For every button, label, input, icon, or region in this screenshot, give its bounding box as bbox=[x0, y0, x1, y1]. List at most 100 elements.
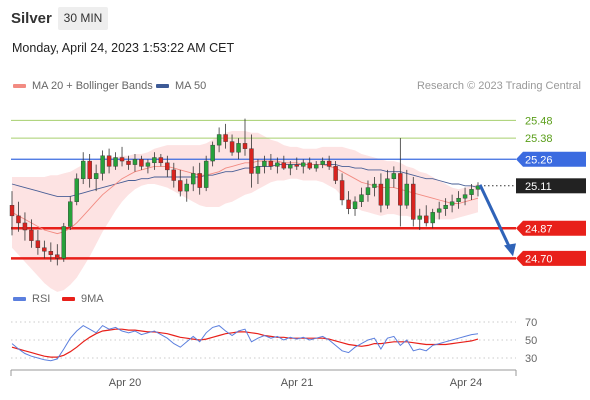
chart-datetime: Monday, April 24, 2023 1:53:22 AM CET bbox=[12, 41, 235, 55]
candle-body-24 bbox=[165, 162, 170, 171]
rsi-swatch bbox=[13, 297, 26, 301]
legend-ma50: MA 50 bbox=[156, 80, 206, 92]
timeframe-badge[interactable]: 30 MIN bbox=[58, 7, 108, 30]
candle-body-3 bbox=[29, 229, 34, 241]
candle-body-38 bbox=[255, 166, 261, 174]
candle-body-45 bbox=[301, 162, 306, 167]
candle-body-47 bbox=[313, 164, 319, 169]
candle-body-37 bbox=[249, 148, 254, 174]
candle-body-23 bbox=[158, 157, 164, 164]
candle-body-36 bbox=[242, 143, 248, 149]
candle-body-15 bbox=[106, 155, 112, 167]
x-tick-label-2: Apr 24 bbox=[450, 377, 482, 389]
candle-body-48 bbox=[320, 160, 325, 165]
candle-body-11 bbox=[80, 160, 86, 179]
candle-body-7 bbox=[55, 254, 60, 259]
candle-body-17 bbox=[119, 157, 125, 162]
candle-body-20 bbox=[139, 159, 144, 167]
candle-body-49 bbox=[326, 160, 332, 167]
candle-body-32 bbox=[216, 134, 222, 146]
candle-body-68 bbox=[449, 201, 455, 206]
candle-body-41 bbox=[275, 162, 280, 167]
candle-body-64 bbox=[424, 215, 429, 224]
candle-body-6 bbox=[48, 251, 54, 255]
ma9-swatch bbox=[62, 297, 75, 301]
candle-body-50 bbox=[333, 166, 338, 181]
candle-body-46 bbox=[307, 162, 312, 169]
candle-body-39 bbox=[262, 160, 267, 167]
candle-body-12 bbox=[87, 160, 92, 179]
candle-body-42 bbox=[281, 162, 287, 169]
legend-rsi-label: RSI bbox=[32, 293, 51, 305]
candle-body-44 bbox=[294, 164, 299, 167]
candle-body-62 bbox=[411, 183, 416, 220]
forecast-arrow-line bbox=[478, 184, 512, 249]
rsi-tick-label-0: 70 bbox=[525, 317, 537, 329]
level-label-1: 25.38 bbox=[525, 133, 553, 145]
candle-body-55 bbox=[365, 187, 371, 195]
instrument-title: Silver bbox=[11, 10, 52, 27]
candle-body-65 bbox=[430, 212, 435, 224]
legend-ma9-label: 9MA bbox=[81, 293, 104, 305]
forecast-arrow-head bbox=[504, 243, 516, 257]
candle-body-56 bbox=[372, 183, 377, 188]
candle-body-43 bbox=[288, 164, 293, 169]
candle-body-18 bbox=[126, 160, 131, 165]
candle-body-29 bbox=[197, 173, 202, 188]
candle-body-9 bbox=[68, 201, 73, 227]
rsi-line bbox=[11, 324, 479, 362]
level-tag-4 bbox=[516, 220, 586, 236]
candle-body-26 bbox=[178, 180, 183, 192]
candle-body-1 bbox=[16, 215, 21, 224]
level-tag-2 bbox=[516, 151, 586, 167]
candle-body-34 bbox=[229, 141, 235, 153]
candle-body-35 bbox=[236, 143, 241, 153]
level-label-5: 24.70 bbox=[525, 253, 553, 265]
candle-body-21 bbox=[145, 162, 151, 167]
ma50-swatch bbox=[156, 84, 169, 88]
candle-body-57 bbox=[378, 183, 384, 206]
candle-body-31 bbox=[210, 144, 215, 162]
candle-body-61 bbox=[404, 183, 410, 206]
candle-body-28 bbox=[191, 173, 196, 185]
candle-body-60 bbox=[398, 173, 403, 206]
candle-body-51 bbox=[339, 180, 345, 201]
level-label-2: 25.26 bbox=[525, 154, 553, 166]
candle-body-22 bbox=[152, 157, 157, 164]
x-tick-label-1: Apr 21 bbox=[281, 377, 313, 389]
level-label-0: 25.48 bbox=[525, 115, 553, 127]
candle-body-63 bbox=[417, 215, 422, 220]
candle-body-10 bbox=[74, 178, 79, 202]
last-price-tag bbox=[516, 178, 586, 194]
legend-ma20-label: MA 20 + Bollinger Bands bbox=[32, 80, 153, 92]
candle-body-30 bbox=[203, 160, 209, 188]
attribution: Research © 2023 Trading Central bbox=[416, 80, 581, 92]
legend-rsi: RSI bbox=[13, 293, 50, 305]
rsi-tick-label-2: 30 bbox=[525, 353, 537, 365]
candle-body-54 bbox=[359, 194, 364, 202]
candle-body-40 bbox=[268, 160, 274, 167]
legend-ma9: 9MA bbox=[62, 293, 104, 305]
candle-body-58 bbox=[385, 178, 390, 206]
candle-body-0 bbox=[9, 205, 15, 217]
candle-body-33 bbox=[223, 134, 228, 142]
candle-body-52 bbox=[346, 199, 351, 210]
legend-ma50-label: MA 50 bbox=[175, 80, 207, 92]
candle-body-53 bbox=[352, 201, 358, 210]
candle-body-67 bbox=[443, 205, 448, 209]
candle-body-5 bbox=[42, 247, 47, 252]
candle-body-13 bbox=[93, 173, 99, 179]
candle-body-27 bbox=[184, 183, 189, 192]
candle-body-25 bbox=[171, 169, 177, 181]
x-tick-label-0: Apr 20 bbox=[109, 377, 141, 389]
candle-body-14 bbox=[100, 155, 105, 174]
candle-body-16 bbox=[113, 157, 118, 167]
candle-body-19 bbox=[132, 159, 138, 165]
bollinger-band bbox=[12, 131, 478, 292]
candle-body-4 bbox=[35, 240, 41, 248]
candle-body-8 bbox=[61, 226, 66, 259]
candle-body-59 bbox=[391, 173, 397, 179]
ma20-swatch bbox=[13, 84, 26, 88]
candle-body-2 bbox=[22, 222, 28, 231]
